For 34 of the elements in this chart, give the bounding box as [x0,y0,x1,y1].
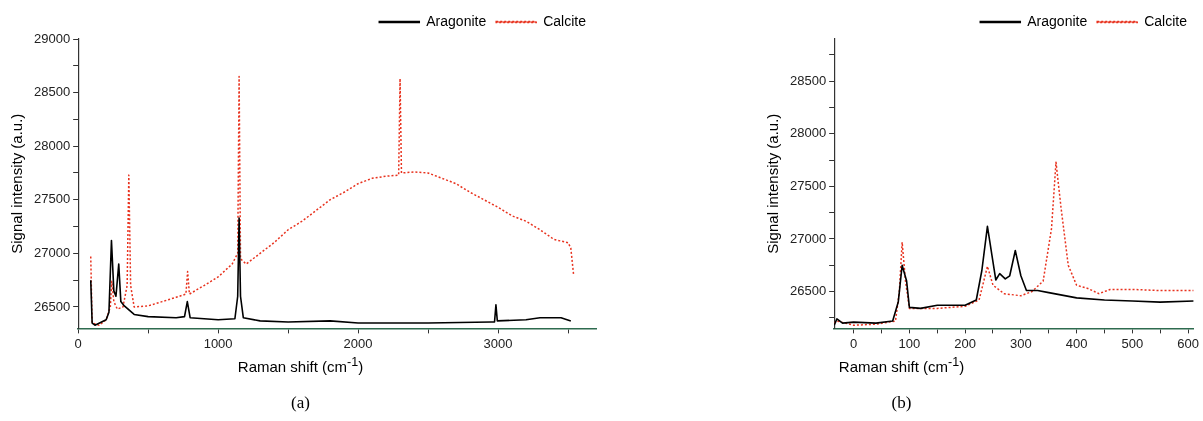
y-axis-title: Signal intensity (a.u.) [8,113,26,254]
x-tick-label: 100 [898,335,921,351]
x-axis-title: Raman shift (cm$^{-1}$) [236,355,365,375]
y-tick-label: 27500 [33,191,71,207]
line-series [90,75,575,326]
x-tick-label: 400 [1065,335,1088,351]
y-tick-label: 28000 [789,125,827,141]
line-series [834,161,1194,326]
y-tick-label: 27500 [789,177,827,193]
legend-label: Aragonite [426,12,487,29]
y-tick-label: 27000 [789,230,827,246]
x-tick-label: 2000 [343,335,373,351]
y-tick-label: 29000 [33,30,71,46]
y-axis-title: Signal intensity (a.u.) [764,113,782,254]
y-tick-label: 27000 [33,244,71,260]
text: (b) [890,393,913,413]
x-tick-label: 0 [850,335,858,351]
y-tick-label: 28500 [789,72,827,88]
y-tick-label: 26500 [789,283,827,299]
x-tick-label: 600 [1177,335,1199,351]
y-tick-label: 26500 [33,298,71,314]
x-axis-title: Raman shift (cm$^{-1}$) [837,355,966,375]
legend-label: Aragonite [1027,12,1088,29]
legend-label: Calcite [1144,12,1188,29]
x-tick-label: 200 [954,335,976,351]
x-tick-label: 0 [74,335,82,351]
y-tick-label: 28000 [33,137,71,153]
y-tick-label: 28500 [33,84,71,100]
x-tick-label: 300 [1010,335,1032,351]
text: (a) [290,393,311,413]
x-tick-label: 500 [1121,335,1144,351]
x-tick-label: 1000 [203,335,233,351]
legend-label: Calcite [543,12,587,29]
x-tick-label: 3000 [483,335,513,351]
